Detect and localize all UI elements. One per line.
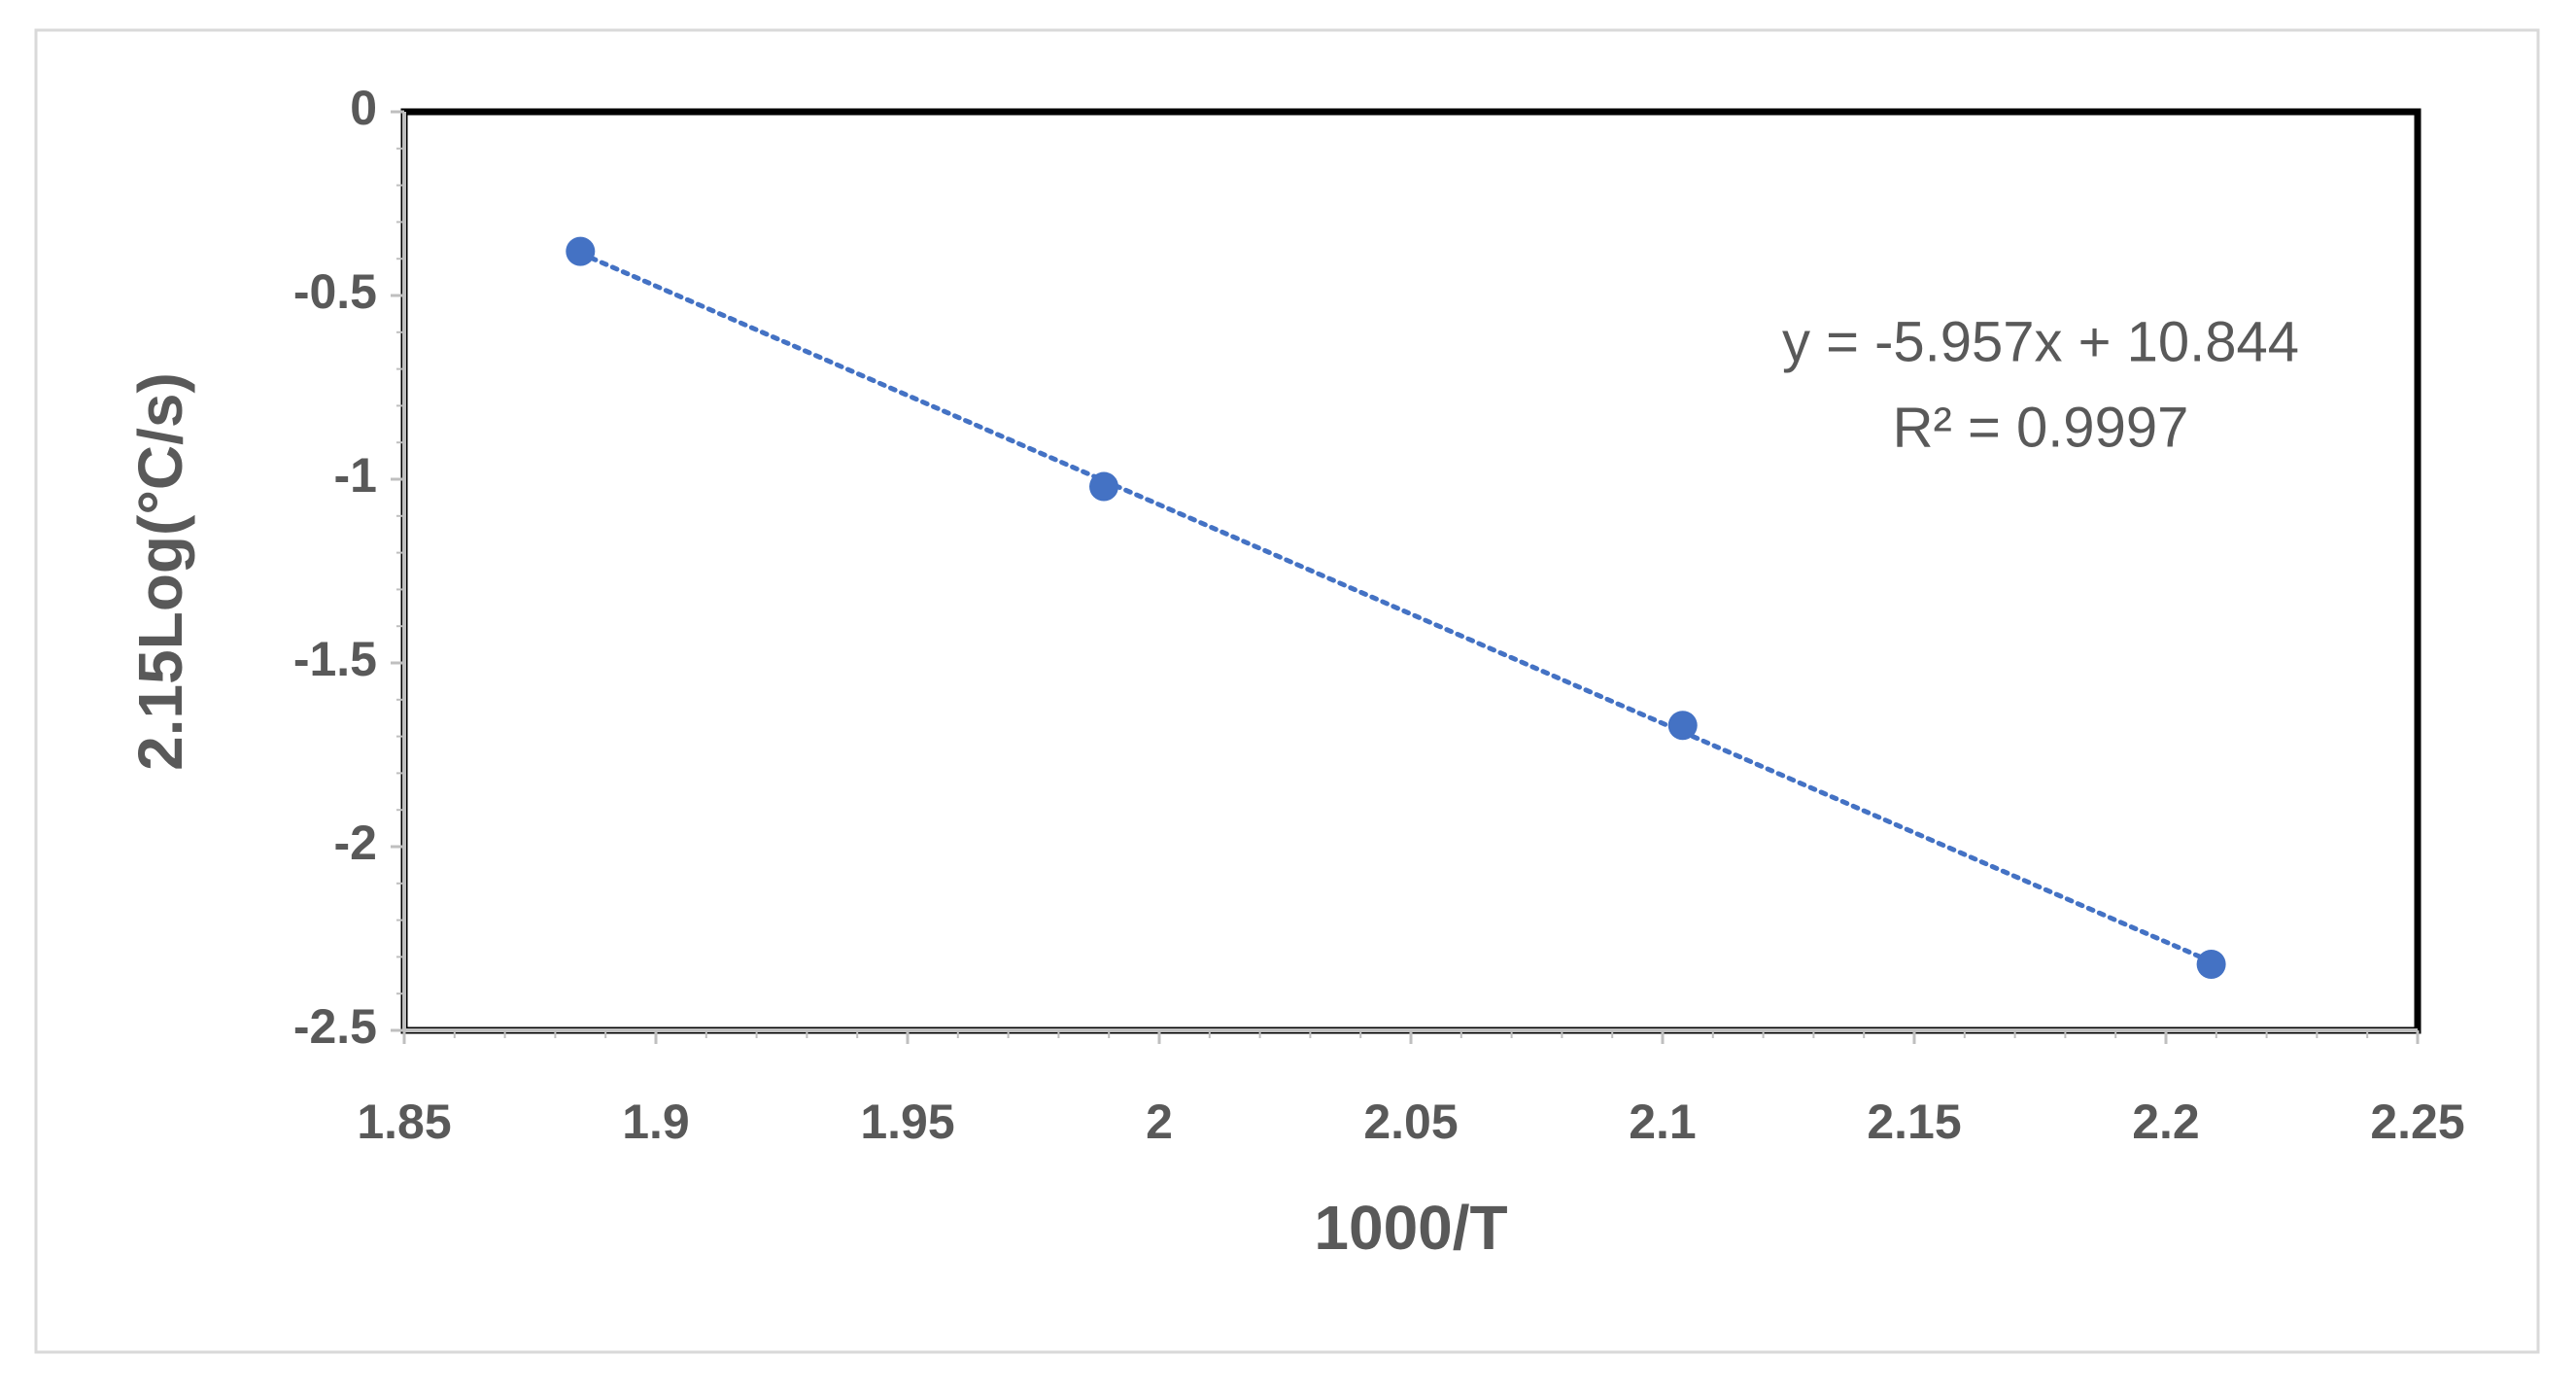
x-tick-label: 2.05 [1363, 1095, 1458, 1149]
x-tick-label: 2.15 [1867, 1095, 1961, 1149]
x-axis-title: 1000/T [1314, 1193, 1507, 1263]
chart-frame [34, 28, 2540, 1354]
y-tick-label: 0 [350, 81, 377, 135]
point [566, 236, 596, 266]
y-tick-label: -1.5 [293, 632, 377, 686]
point [2196, 949, 2226, 979]
x-tick-label: 1.85 [357, 1095, 451, 1149]
y-tick-label: -2 [334, 816, 377, 870]
trendline-r-squared: R² = 0.9997 [1893, 396, 2189, 459]
trendline [577, 251, 2215, 964]
x-tick-label: 1.95 [860, 1095, 954, 1149]
point [1089, 471, 1119, 502]
x-tick-label: 1.9 [622, 1095, 690, 1149]
y-tick-label: -1 [334, 448, 377, 503]
x-tick-label: 2.2 [2132, 1095, 2200, 1149]
y-tick-label: -0.5 [293, 264, 377, 319]
point [1667, 711, 1698, 741]
x-tick-label: 2 [1146, 1095, 1173, 1149]
y-axis-title: 2.15Log(°C/s) [125, 372, 195, 771]
x-tick-label: 2.1 [1629, 1095, 1697, 1149]
trendline-equation: y = -5.957x + 10.844 [1782, 310, 2299, 373]
y-tick-label: -2.5 [293, 999, 377, 1054]
x-tick-label: 2.25 [2370, 1095, 2464, 1149]
